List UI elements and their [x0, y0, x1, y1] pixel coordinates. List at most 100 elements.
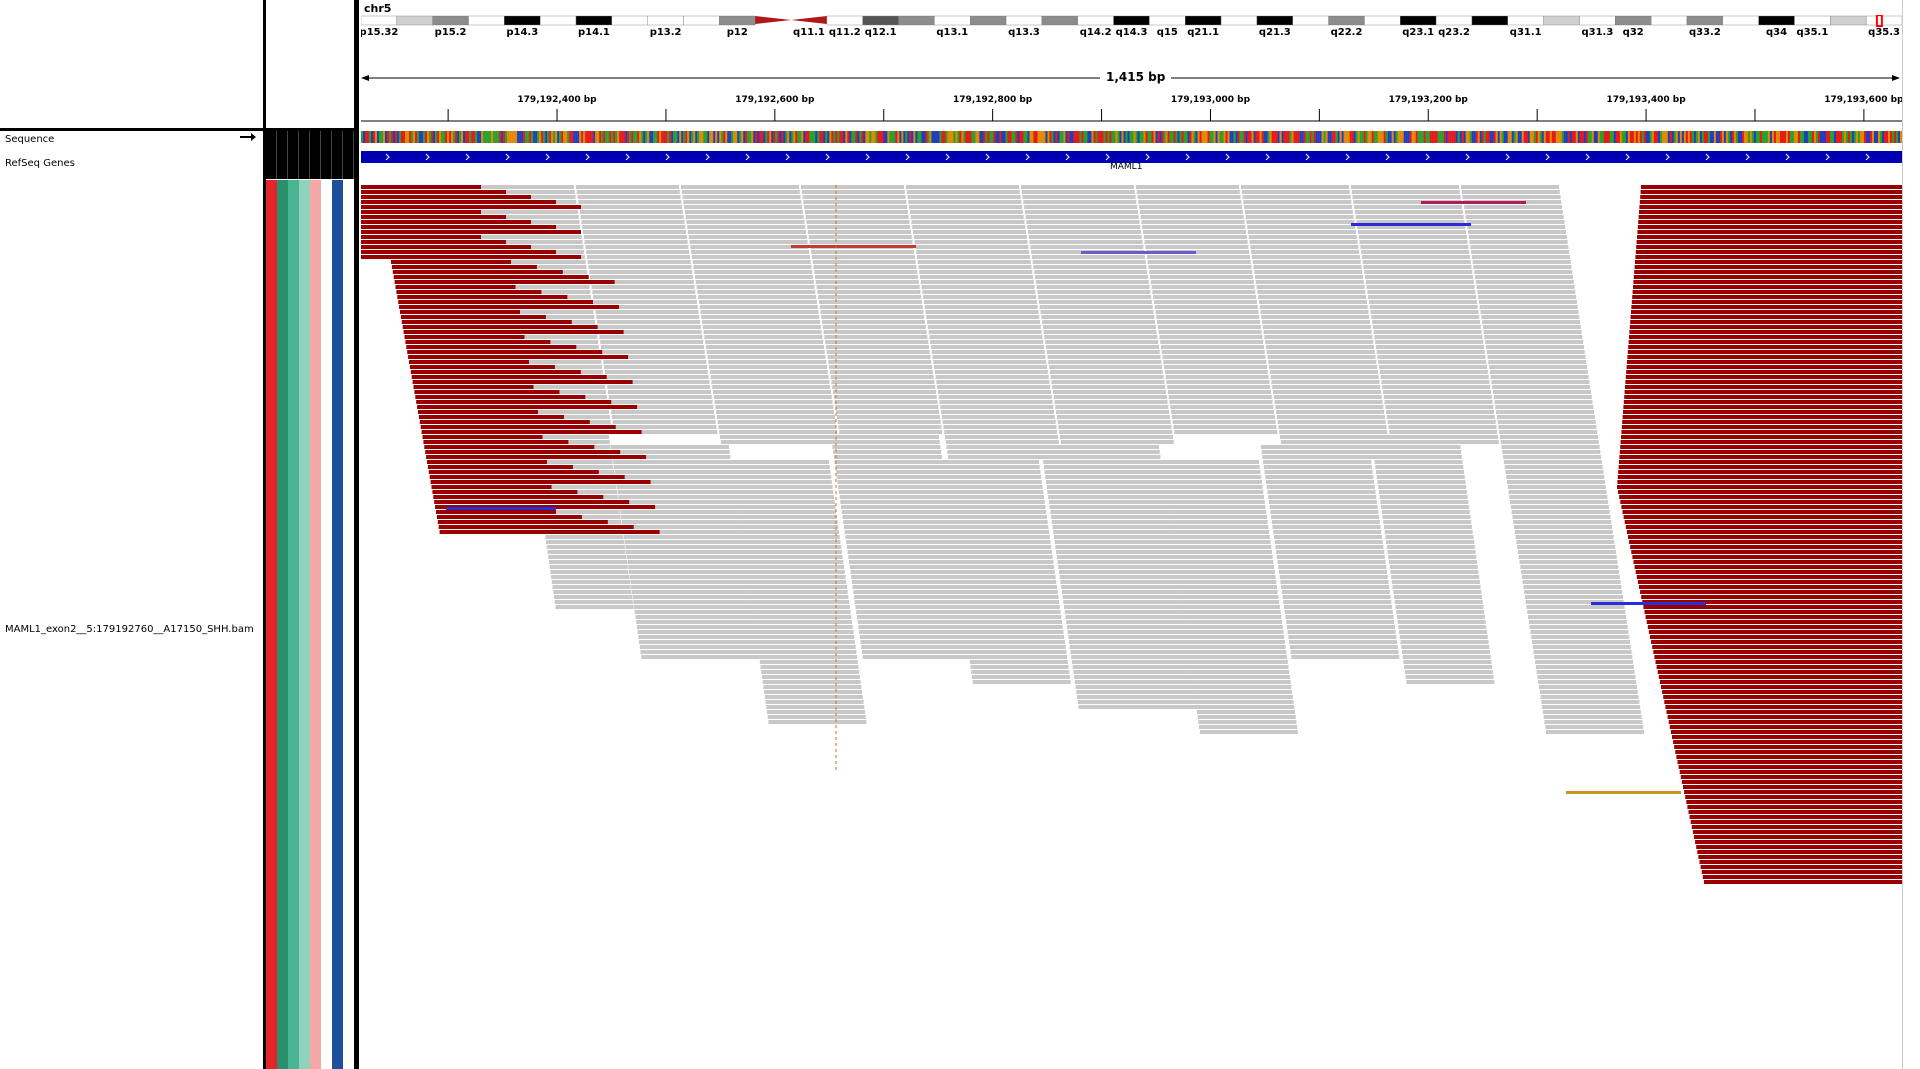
sequence-base — [729, 131, 732, 143]
aligned-read — [1255, 275, 1364, 279]
alignment-track-label[interactable]: MAML1_exon2__5:179192760__A17150_SHH.bam — [5, 624, 254, 635]
attribute-header-cell[interactable] — [266, 131, 277, 179]
aligned-read — [848, 555, 957, 559]
sequence-base — [949, 131, 952, 143]
aligned-read — [684, 210, 803, 214]
attribute-color-column[interactable] — [310, 180, 321, 1069]
aligned-read — [1503, 455, 1602, 459]
aligned-read — [943, 425, 1057, 429]
aligned-read — [1144, 240, 1248, 244]
aligned-read — [849, 565, 958, 569]
aligned-read — [1495, 405, 1594, 409]
attribute-header-cell[interactable] — [277, 131, 288, 179]
sequence-base — [1489, 131, 1492, 143]
strand-chevron — [585, 153, 590, 161]
aligned-read — [1270, 510, 1379, 514]
refseq-gene-track[interactable] — [361, 150, 1902, 164]
sequence-base — [501, 131, 504, 143]
sequence-track-label[interactable]: Sequence — [5, 134, 55, 145]
sequence-base — [1043, 131, 1046, 143]
aligned-read — [1471, 255, 1570, 259]
chromosome-ideogram[interactable]: p15.32 p15.2 p14.3 p14.1 p13.2 p12 q11.1 q11.2 q… — [361, 15, 1902, 41]
sequence-base — [733, 131, 736, 143]
aligned-read — [764, 695, 863, 699]
sequence-base — [1045, 131, 1048, 143]
attribute-color-column[interactable] — [332, 180, 343, 1069]
sequence-base — [1433, 131, 1436, 143]
sequence-base — [1847, 131, 1851, 143]
sequence-base — [1065, 131, 1068, 143]
chromosome-name[interactable]: chr5 — [364, 2, 392, 15]
alignment-track[interactable] — [361, 185, 1902, 1069]
clipped-read — [1675, 750, 1902, 754]
aligned-read — [1266, 485, 1375, 489]
attribute-color-column[interactable] — [277, 180, 288, 1069]
aligned-read — [612, 455, 731, 459]
sequence-base — [1561, 131, 1564, 143]
clipped-read — [1654, 655, 1902, 659]
sequence-track[interactable] — [361, 131, 1902, 143]
aligned-read — [1046, 485, 1165, 489]
attribute-header-cell[interactable] — [310, 131, 321, 179]
aligned-read — [824, 335, 928, 339]
clipped-read — [1689, 815, 1902, 819]
ruler[interactable]: 179,192,400 bp 179,192,600 bp 179,192,800 … — [359, 55, 1902, 125]
aligned-read — [1462, 195, 1561, 199]
sequence-base — [1315, 131, 1318, 143]
sequence-base — [1353, 131, 1356, 143]
sequence-base — [1275, 131, 1278, 143]
aligned-read — [631, 590, 750, 594]
clipped-read — [1663, 695, 1902, 699]
aligned-read — [1494, 400, 1593, 404]
sequence-base — [1461, 131, 1464, 143]
attribute-header-cell[interactable] — [343, 131, 354, 179]
aligned-read — [549, 560, 627, 564]
sequence-base — [605, 131, 608, 143]
aligned-read — [1164, 485, 1263, 489]
strand-arrow-icon[interactable] — [240, 132, 256, 142]
attribute-color-column[interactable] — [266, 180, 277, 1069]
refseq-track-label[interactable]: RefSeq Genes — [5, 158, 75, 169]
sequence-base — [1765, 131, 1769, 143]
sequence-base — [1233, 131, 1236, 143]
attribute-header-cell[interactable] — [299, 131, 310, 179]
panel-divider[interactable] — [354, 0, 359, 1069]
aligned-read — [1035, 275, 1149, 279]
sequence-base — [1669, 131, 1673, 143]
aligned-read — [613, 460, 732, 464]
panel-divider[interactable] — [263, 0, 266, 1069]
aligned-read — [717, 420, 836, 424]
aligned-read — [1461, 190, 1560, 194]
ideogram-band-label: p15.2 — [435, 27, 467, 38]
aligned-read — [1167, 390, 1271, 394]
attribute-header-cell[interactable] — [321, 131, 332, 179]
sequence-base — [1251, 131, 1254, 143]
sequence-base — [1205, 131, 1208, 143]
aligned-read — [1043, 465, 1162, 469]
aligned-read — [1045, 345, 1159, 349]
aligned-read — [456, 185, 574, 189]
sequence-base — [897, 131, 900, 143]
aligned-read — [965, 630, 1064, 634]
aligned-read — [1282, 595, 1391, 599]
attribute-color-column[interactable] — [288, 180, 299, 1069]
aligned-read — [1385, 535, 1474, 539]
clipped-read — [361, 240, 506, 244]
attribute-header-cell[interactable] — [332, 131, 343, 179]
sequence-base — [717, 131, 720, 143]
sequence-base — [395, 131, 398, 143]
attribute-header-cell[interactable] — [288, 131, 299, 179]
aligned-read — [931, 350, 1045, 354]
clipped-read — [1659, 680, 1902, 684]
vertical-scrollbar[interactable] — [1902, 0, 1920, 1069]
sequence-base — [1407, 131, 1410, 143]
aligned-read — [839, 495, 948, 499]
attribute-color-column[interactable] — [343, 180, 354, 1069]
aligned-read — [1378, 490, 1467, 494]
aligned-read — [695, 280, 814, 284]
sequence-base — [1641, 131, 1645, 143]
attribute-color-column[interactable] — [321, 180, 332, 1069]
aligned-read — [1287, 630, 1396, 634]
attribute-color-column[interactable] — [299, 180, 310, 1069]
aligned-read — [1273, 395, 1382, 399]
